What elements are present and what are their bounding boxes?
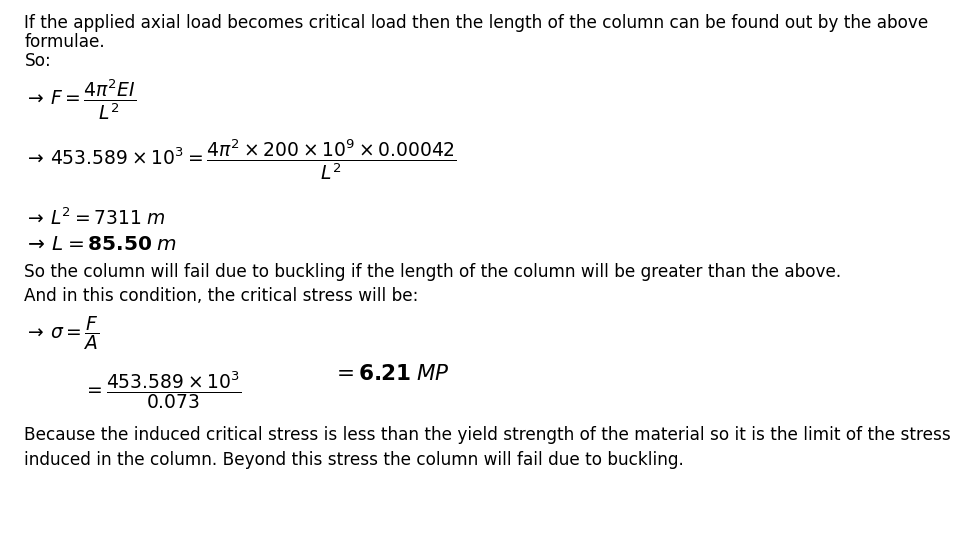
Text: $\rightarrow\, F = \dfrac{4\pi^2EI}{L^2}$: $\rightarrow\, F = \dfrac{4\pi^2EI}{L^2}… [24,77,137,122]
Text: $\rightarrow\, L^2 = 7311\; m$: $\rightarrow\, L^2 = 7311\; m$ [24,207,166,229]
Text: $\rightarrow\, L = \mathbf{85.50}\; \mathit{m}$: $\rightarrow\, L = \mathbf{85.50}\; \mat… [24,235,178,254]
Text: $\rightarrow\, 453.589 \times 10^3 = \dfrac{4\pi^2 \times 200 \times 10^9 \times: $\rightarrow\, 453.589 \times 10^3 = \df… [24,137,458,182]
Text: $=\mathbf{6.21}\;\mathbf{\mathit{MP}}$: $=\mathbf{6.21}\;\mathbf{\mathit{MP}}$ [332,364,450,384]
Text: So:: So: [24,52,51,70]
Text: formulae.: formulae. [24,33,105,50]
Text: Because the induced critical stress is less than the yield strength of the mater: Because the induced critical stress is l… [24,426,952,444]
Text: And in this condition, the critical stress will be:: And in this condition, the critical stre… [24,287,419,305]
Text: induced in the column. Beyond this stress the column will fail due to buckling.: induced in the column. Beyond this stres… [24,451,684,469]
Text: If the applied axial load becomes critical load then the length of the column ca: If the applied axial load becomes critic… [24,14,928,31]
Text: So the column will fail due to buckling if the length of the column will be grea: So the column will fail due to buckling … [24,263,841,281]
Text: $\rightarrow\, \sigma = \dfrac{F}{A}$: $\rightarrow\, \sigma = \dfrac{F}{A}$ [24,314,101,352]
Text: $= \dfrac{453.589 \times 10^3}{0.073}$: $= \dfrac{453.589 \times 10^3}{0.073}$ [83,369,241,411]
